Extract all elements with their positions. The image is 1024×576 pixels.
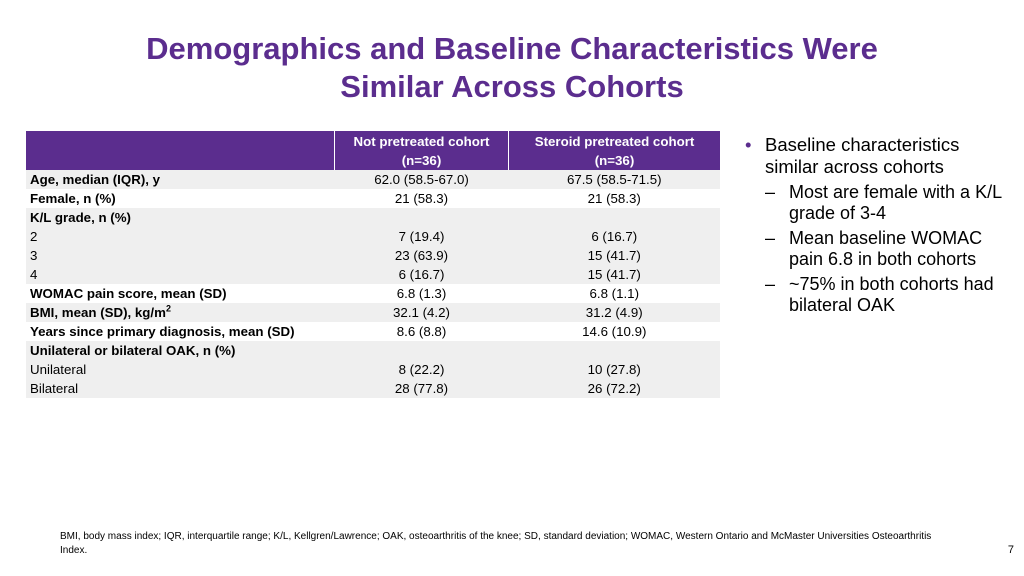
row-label: 2 xyxy=(26,227,335,246)
bmi-label-text: BMI, mean (SD), kg/m xyxy=(30,305,166,320)
row-label: Age, median (IQR), y xyxy=(26,170,335,189)
row-value-not-pretreated xyxy=(334,341,509,360)
slide-title-line-2: Similar Across Cohorts xyxy=(340,69,684,104)
row-label: BMI, mean (SD), kg/m2 xyxy=(26,303,335,322)
slide-title: Demographics and Baseline Characteristic… xyxy=(0,30,1024,106)
row-label: Unilateral or bilateral OAK, n (%) xyxy=(26,341,335,360)
row-value-steroid: 15 (41.7) xyxy=(508,246,720,265)
row-value-not-pretreated: 8.6 (8.8) xyxy=(396,324,447,339)
table-row: Unilateral 8 (22.2) 10 (27.8) xyxy=(26,360,720,379)
table-row: BMI, mean (SD), kg/m2 32.1 (4.2) 31.2 (4… xyxy=(26,303,720,322)
row-value-not-pretreated: 21 (58.3) xyxy=(394,191,449,206)
bullet-sub-text: ~75% in both cohorts had bilateral OAK xyxy=(789,274,994,315)
slide-title-line-1: Demographics and Baseline Characteristic… xyxy=(146,31,878,66)
row-label: K/L grade, n (%) xyxy=(26,208,335,227)
bullet-dot-icon: • xyxy=(745,134,752,155)
row-label: Bilateral xyxy=(26,379,335,398)
dash-icon: – xyxy=(765,228,776,248)
row-value-not-pretreated: 28 (77.8) xyxy=(334,379,509,398)
baseline-characteristics-table: Not pretreated cohort (n=36) Steroid pre… xyxy=(26,131,720,398)
table-row: Age, median (IQR), y 62.0 (58.5-67.0) 67… xyxy=(26,170,720,189)
table-row: WOMAC pain score, mean (SD) 6.8 (1.3) 6.… xyxy=(26,284,720,303)
row-value-steroid: 14.6 (10.9) xyxy=(582,324,647,339)
row-value-steroid: 6 (16.7) xyxy=(508,227,720,246)
bullet-main-text: Baseline characteristics similar across … xyxy=(765,134,960,177)
bullet-sub: – Mean baseline WOMAC pain 6.8 in both c… xyxy=(745,228,1005,270)
bullet-sub: – Most are female with a K/L grade of 3-… xyxy=(745,182,1005,224)
dash-icon: – xyxy=(765,274,776,294)
bullet-sub-text: Mean baseline WOMAC pain 6.8 in both coh… xyxy=(789,228,983,269)
row-value-steroid: 15 (41.7) xyxy=(508,265,720,284)
row-value-not-pretreated: 6.8 (1.3) xyxy=(396,286,447,301)
header-not-pretreated-n: (n=36) xyxy=(401,152,442,168)
row-label: Unilateral xyxy=(26,360,335,379)
row-label: Years since primary diagnosis, mean (SD) xyxy=(30,324,295,339)
row-value-steroid: 6.8 (1.1) xyxy=(589,286,640,301)
header-steroid-pretreated: Steroid pretreated cohort (n=36) xyxy=(508,131,720,170)
row-label: 3 xyxy=(26,246,335,265)
row-value-steroid xyxy=(508,341,720,360)
bullet-sub-text: Most are female with a K/L grade of 3-4 xyxy=(789,182,1002,223)
row-value-not-pretreated: 62.0 (58.5-67.0) xyxy=(334,170,509,189)
row-value-steroid: 10 (27.8) xyxy=(508,360,720,379)
row-value-not-pretreated: 23 (63.9) xyxy=(334,246,509,265)
header-not-pretreated-label: Not pretreated cohort xyxy=(353,133,490,149)
row-value-not-pretreated: 32.1 (4.2) xyxy=(334,303,509,322)
table-row: Years since primary diagnosis, mean (SD)… xyxy=(26,322,720,341)
row-label: 4 xyxy=(26,265,335,284)
bullet-main: • Baseline characteristics similar acros… xyxy=(745,134,1005,178)
table-header-row: Not pretreated cohort (n=36) Steroid pre… xyxy=(26,131,720,170)
row-value-steroid: 21 (58.3) xyxy=(587,191,641,206)
header-not-pretreated: Not pretreated cohort (n=36) xyxy=(334,131,509,170)
table-row: Unilateral or bilateral OAK, n (%) xyxy=(26,341,720,360)
dash-icon: – xyxy=(765,182,776,202)
table-row: Bilateral 28 (77.8) 26 (72.2) xyxy=(26,379,720,398)
footnote: BMI, body mass index; IQR, interquartile… xyxy=(60,531,932,556)
table-row: Female, n (%) 21 (58.3) 21 (58.3) xyxy=(26,189,720,208)
header-blank xyxy=(26,131,335,170)
row-label: Female, n (%) xyxy=(30,191,116,206)
row-value-steroid: 26 (72.2) xyxy=(508,379,720,398)
row-value-steroid: 31.2 (4.9) xyxy=(508,303,720,322)
table-row: K/L grade, n (%) xyxy=(26,208,720,227)
header-steroid-pretreated-label: Steroid pretreated cohort xyxy=(534,133,695,149)
row-value-not-pretreated: 6 (16.7) xyxy=(334,265,509,284)
header-steroid-pretreated-n: (n=36) xyxy=(594,152,635,168)
summary-bullets: • Baseline characteristics similar acros… xyxy=(745,134,1005,316)
table-row: 2 7 (19.4) 6 (16.7) xyxy=(26,227,720,246)
page-number: 7 xyxy=(1007,544,1014,556)
row-value-steroid xyxy=(508,208,720,227)
bullet-sub: – ~75% in both cohorts had bilateral OAK xyxy=(745,274,1005,316)
row-value-not-pretreated: 7 (19.4) xyxy=(334,227,509,246)
table-row: 4 6 (16.7) 15 (41.7) xyxy=(26,265,720,284)
row-value-not-pretreated xyxy=(334,208,509,227)
row-value-steroid: 67.5 (58.5-71.5) xyxy=(508,170,720,189)
row-value-not-pretreated: 8 (22.2) xyxy=(334,360,509,379)
table-row: 3 23 (63.9) 15 (41.7) xyxy=(26,246,720,265)
row-label: WOMAC pain score, mean (SD) xyxy=(30,286,227,301)
bmi-label-superscript: 2 xyxy=(165,303,171,314)
